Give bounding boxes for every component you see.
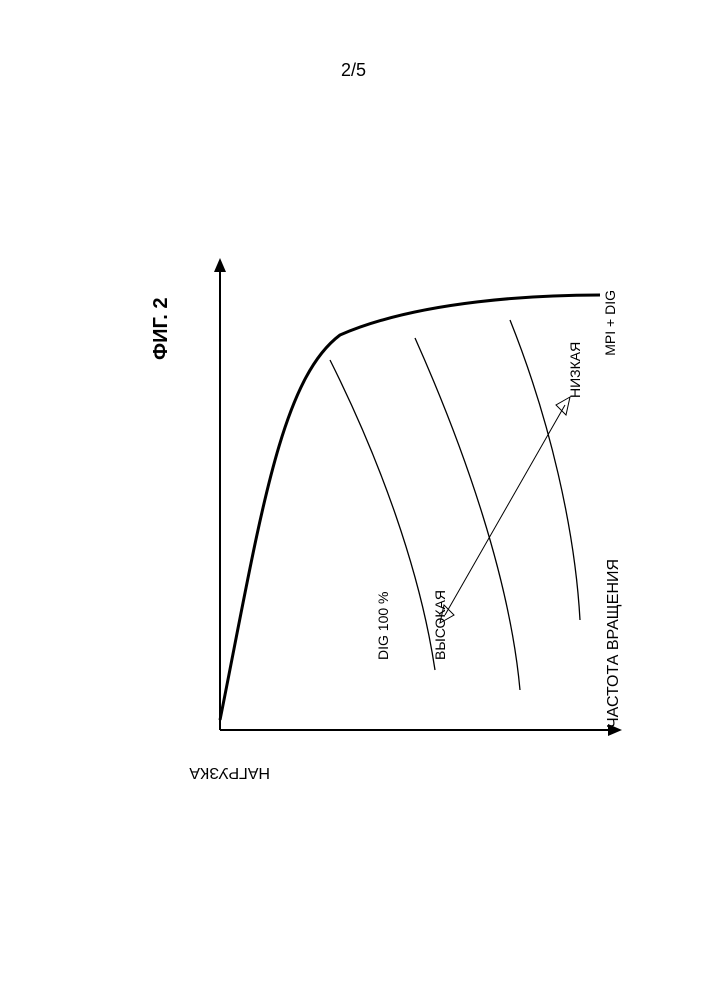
arrow-start-label: ВЫСОКАЯ (432, 590, 448, 660)
page: 2/5 ФИГ. 2 (0, 0, 707, 1000)
y-axis (214, 258, 226, 730)
chart-container: НАГРУЗКА ЧАСТОТА ВРАЩЕНИЯ MPI + DIG DIG … (180, 250, 640, 815)
boundary-curve (220, 295, 600, 720)
contour-2 (415, 338, 520, 690)
y-axis-label: НАГРУЗКА (189, 764, 270, 781)
trend-arrow (440, 397, 570, 623)
region-label: DIG 100 % (375, 592, 391, 660)
boundary-label: MPI + DIG (602, 290, 618, 356)
page-number: 2/5 (0, 60, 707, 81)
engine-map-svg: НАГРУЗКА ЧАСТОТА ВРАЩЕНИЯ MPI + DIG DIG … (180, 250, 640, 810)
arrow-end-label: НИЗКАЯ (567, 342, 583, 398)
x-axis-label: ЧАСТОТА ВРАЩЕНИЯ (605, 559, 622, 728)
x-axis (220, 724, 622, 736)
figure-title: ФИГ. 2 (150, 297, 173, 360)
